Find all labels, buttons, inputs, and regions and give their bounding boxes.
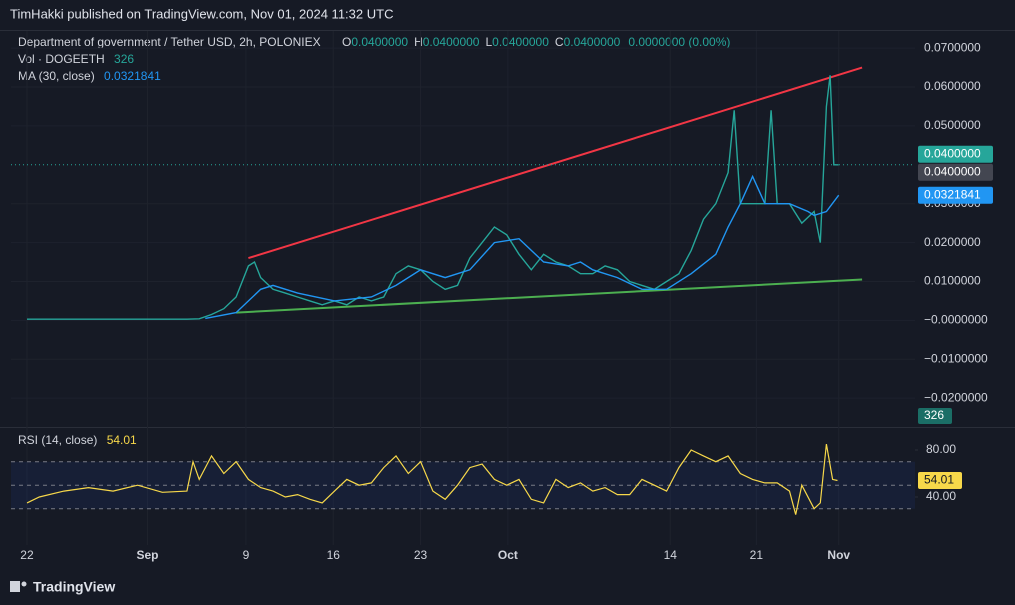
trendline	[248, 66, 863, 260]
y-tick-label: 0.0600000	[924, 79, 981, 93]
last-price-box	[918, 145, 993, 163]
x-tick-label: Oct	[498, 548, 518, 562]
ma-value: 0.0321841	[104, 69, 161, 83]
ohlc-legend: O0.0400000 H0.0400000 L0.0400000 C0.0400000…	[342, 35, 730, 49]
ma-name: MA (30, close)	[18, 69, 95, 83]
rsi-value-box	[918, 472, 962, 490]
ohlc-value: 0.0400000	[564, 35, 621, 49]
x-tick-label: 23	[414, 548, 428, 562]
ohlc-value: 0.0400000	[423, 35, 480, 49]
symbol-title: Department of government / Tether USD, 2…	[18, 35, 321, 49]
logo-mark	[10, 581, 20, 592]
x-tick-label: 14	[664, 548, 678, 562]
publish-header: TimHakki published on TradingView.com, N…	[10, 6, 393, 21]
volume-box-label: 326	[924, 408, 944, 422]
trendline	[236, 278, 863, 314]
y-tick-label: 0.0200000	[924, 235, 981, 249]
x-tick-label: 16	[327, 548, 341, 562]
volume-name: Vol · DOGEETH	[18, 52, 105, 66]
last-price-label: 0.0400000	[924, 146, 981, 160]
legend: Department of government / Tether USD, 2…	[18, 35, 730, 83]
ohlc-key: L	[485, 35, 492, 49]
ohlc-key: H	[414, 35, 423, 49]
volume-value: 326	[114, 52, 134, 66]
volume-box	[918, 408, 952, 424]
close-price-box	[918, 163, 993, 181]
x-tick-label: 22	[20, 548, 34, 562]
x-tick-label: 9	[243, 548, 250, 562]
x-tick-label: Sep	[137, 548, 159, 562]
rsi-line	[26, 443, 838, 515]
y-tick-label: −0.0200000	[924, 390, 988, 404]
rsi-name: RSI (14, close)	[18, 433, 97, 447]
y-tick-label: 0.0700000	[924, 40, 981, 54]
ohlc-key: C	[555, 35, 564, 49]
top-border	[0, 30, 1015, 31]
y-tick-label: −0.0000000	[924, 313, 988, 327]
ma-line	[205, 174, 840, 320]
rsi-value-label: 54.01	[924, 473, 954, 487]
rsi-tick-label: 40.00	[926, 489, 956, 503]
ma-price-box	[918, 186, 993, 204]
rsi-legend: RSI (14, close) 54.01	[18, 433, 137, 447]
y-tick-label: −0.0100000	[924, 351, 988, 365]
ohlc-value: 0.0400000	[351, 35, 408, 49]
ma-legend: MA (30, close) 0.0321841	[18, 69, 161, 83]
footer-logo: TradingView	[10, 579, 115, 595]
x-tick-label: 21	[750, 548, 764, 562]
y-tick-label: 0.0500000	[924, 118, 981, 132]
ma-price-label: 0.0321841	[924, 187, 981, 201]
rsi-value: 54.01	[107, 433, 137, 447]
rsi-tick-label: 80.00	[926, 442, 956, 456]
y-tick-label: 0.0100000	[924, 274, 981, 288]
volume-legend: Vol · DOGEETH 326	[18, 52, 134, 66]
ohlc-key: O	[342, 35, 351, 49]
close-price-label: 0.0400000	[924, 164, 981, 178]
change: 0.0000000 (0.00%)	[628, 35, 730, 49]
x-tick-label: Nov	[827, 548, 850, 562]
ohlc-value: 0.0400000	[492, 35, 549, 49]
brand: TradingView	[33, 579, 115, 595]
logo-dot	[21, 581, 27, 587]
